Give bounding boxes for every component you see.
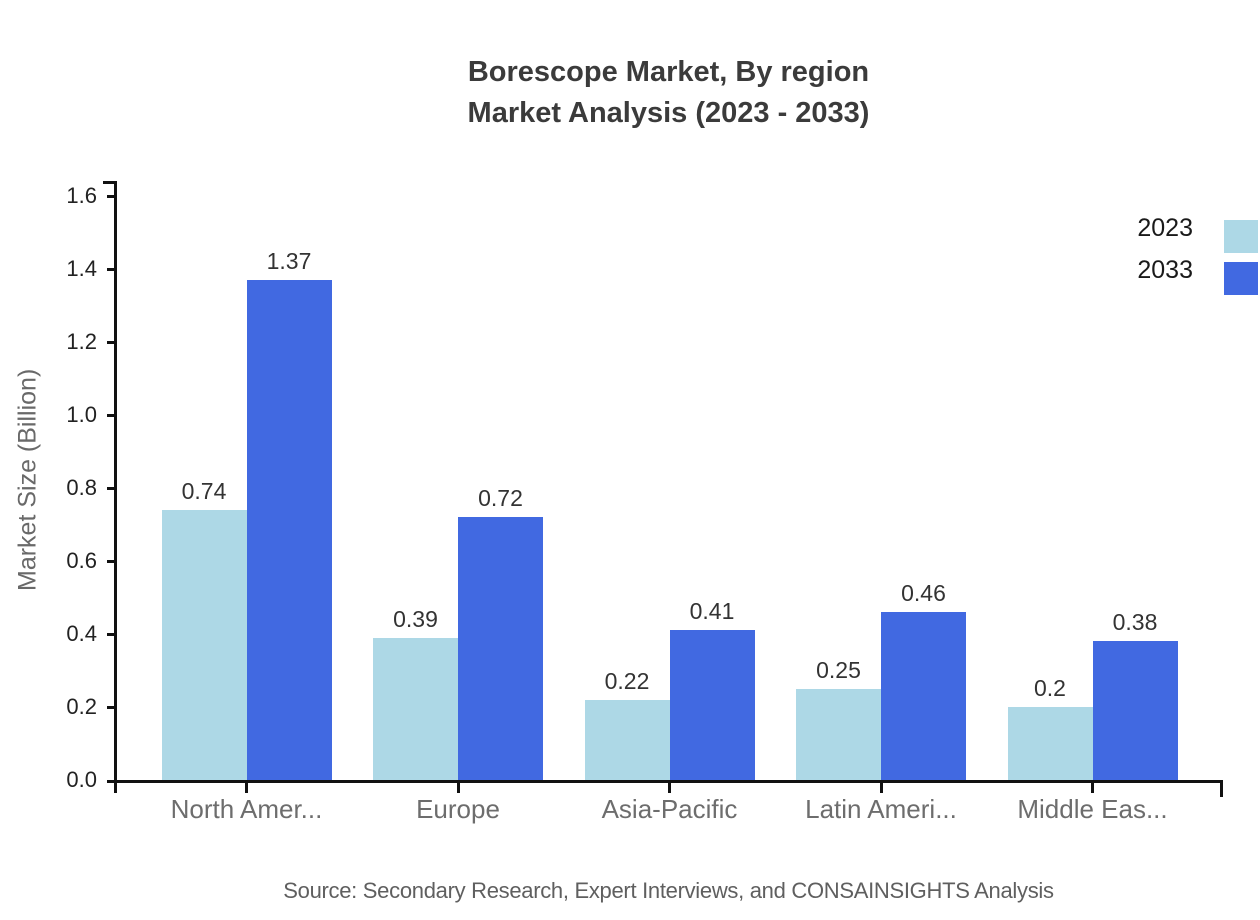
y-tick-1.0: [107, 414, 117, 417]
bar-2033-1: [458, 517, 543, 780]
y-tick-1.4: [107, 268, 117, 271]
legend-swatch-2023[interactable]: [1224, 220, 1258, 253]
x-tick-2: [668, 783, 671, 793]
value-label-2023-1: 0.39: [393, 605, 438, 632]
value-label-2033-1: 0.72: [478, 485, 523, 512]
x-tick-1: [456, 783, 460, 793]
y-tick-label-0.0: 0.0: [66, 767, 97, 792]
x-tick-4: [1091, 783, 1094, 793]
value-label-2033-2: 0.41: [689, 598, 735, 625]
y-tick-label-1.0: 1.0: [66, 402, 97, 427]
bar-2023-3: [796, 688, 881, 780]
bar-2033-0: [246, 279, 332, 780]
value-label-2023-3: 0.25: [816, 656, 861, 683]
bar-2033-2: [669, 630, 755, 780]
chart-title-line2: Market Analysis (2023 - 2033): [467, 97, 870, 129]
x-tick-0: [245, 783, 248, 793]
chart-title: Borescope Market, By region Market Analy…: [115, 52, 1222, 134]
source-note: Source: Secondary Research, Expert Inter…: [283, 878, 1054, 903]
y-tick-label-0.6: 0.6: [66, 548, 97, 573]
y-tick-0.8: [107, 487, 117, 490]
y-tick-label-0.4: 0.4: [66, 621, 97, 646]
bar-2033-3: [881, 612, 966, 780]
x-axis-label-0: North Amer...: [170, 794, 323, 824]
y-tick-label-1.4: 1.4: [66, 256, 97, 281]
y-tick-0.2: [107, 706, 117, 709]
value-label-2023-2: 0.22: [604, 667, 650, 694]
x-axis-label-4: Middle Eas...: [1017, 794, 1168, 824]
bar-2023-4: [1007, 707, 1093, 780]
legend-label-2023[interactable]: 2023: [1137, 214, 1193, 242]
y-tick-label-0.8: 0.8: [66, 475, 97, 500]
y-tick-label-1.2: 1.2: [66, 329, 97, 354]
y-tick-1.6: [107, 195, 117, 198]
bar-2023-1: [373, 637, 458, 780]
bar-2023-2: [584, 699, 670, 780]
x-axis-label-1: Europe: [416, 794, 500, 824]
bar-2023-0: [161, 509, 247, 780]
chart-title-line1: Borescope Market, By region: [467, 56, 870, 88]
bar-2033-4: [1092, 641, 1178, 780]
x-axis-right-cap: [1220, 780, 1223, 797]
y-tick-label-0.2: 0.2: [66, 694, 97, 719]
y-tick-1.2: [107, 341, 117, 344]
x-axis-label-3: Latin Ameri...: [805, 794, 957, 824]
x-axis-line: [107, 780, 1223, 783]
x-axis-label-2: Asia-Pacific: [601, 794, 738, 824]
value-label-2023-0: 0.74: [181, 477, 227, 504]
value-label-2023-4: 0.2: [1034, 675, 1066, 701]
y-tick-0.6: [107, 560, 117, 563]
y-tick-0.4: [107, 633, 117, 636]
y-axis-top-cap: [103, 181, 117, 184]
legend-label-2033[interactable]: 2033: [1137, 256, 1193, 284]
y-tick-label-1.6: 1.6: [66, 183, 97, 208]
value-label-2033-3: 0.46: [901, 580, 946, 607]
legend-swatch-2033[interactable]: [1224, 262, 1258, 295]
value-label-2033-4: 0.38: [1112, 609, 1158, 636]
value-label-2033-0: 1.37: [266, 247, 312, 274]
x-tick-3: [879, 783, 883, 793]
